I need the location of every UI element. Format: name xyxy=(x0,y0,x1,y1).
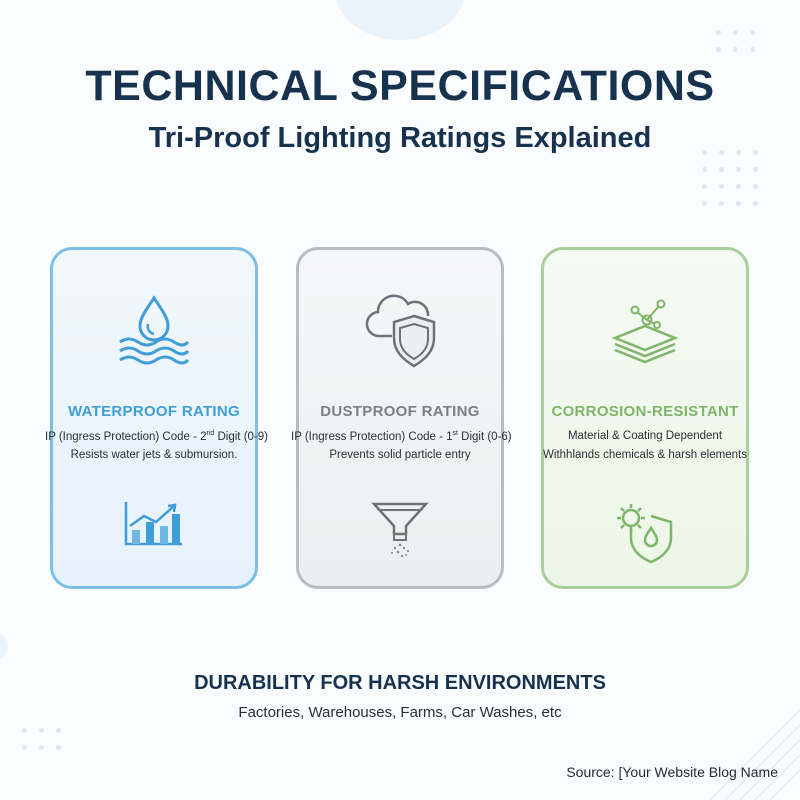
footer-title: DURABILITY FOR HARSH ENVIRONMENTS xyxy=(194,672,606,694)
gear-shield-drop-icon xyxy=(617,504,673,564)
card-description-line: Material & Coating Dependent xyxy=(567,430,723,442)
card-description-line: IP (Ingress Protection) Code - 2nd Digit… xyxy=(45,430,268,443)
decorative-dots xyxy=(716,30,755,52)
corrosion-resistant-card: CORROSION-RESISTANT Material & Coating D… xyxy=(541,247,749,589)
card-description-line: IP (Ingress Protection) Code - 1st Digit… xyxy=(291,430,512,443)
footer-subtitle: Factories, Warehouses, Farms, Car Washes… xyxy=(238,704,562,721)
decorative-circle xyxy=(0,632,8,660)
page-subtitle: Tri-Proof Lighting Ratings Explained xyxy=(148,122,652,154)
card-title: DUSTPROOF RATING xyxy=(320,403,480,420)
dustproof-card: DUSTPROOF RATING IP (Ingress Protection)… xyxy=(291,247,512,589)
water-drop-waves-icon xyxy=(119,295,190,365)
decorative-dots xyxy=(22,728,61,750)
funnel-filter-icon xyxy=(371,502,429,558)
decorative-dots xyxy=(702,150,758,206)
waterproof-card: WATERPROOF RATING IP (Ingress Protection… xyxy=(45,247,268,589)
card-description-line: Prevents solid particle entry xyxy=(329,449,471,461)
bar-chart-trend-icon xyxy=(124,502,182,546)
decorative-circle xyxy=(335,0,465,40)
cloud-shield-icon xyxy=(365,294,436,368)
card-title: CORROSION-RESISTANT xyxy=(551,403,739,420)
card-title: WATERPROOF RATING xyxy=(67,403,241,420)
source-credit: Source: [Your Website Blog Name xyxy=(566,764,778,780)
layers-molecule-icon xyxy=(611,299,679,364)
page-title: TECHNICAL SPECIFICATIONS xyxy=(85,62,715,110)
card-description-line: Resists water jets & submursion. xyxy=(70,449,238,461)
card-description-line: Withhlands chemicals & harsh elements xyxy=(543,449,747,461)
